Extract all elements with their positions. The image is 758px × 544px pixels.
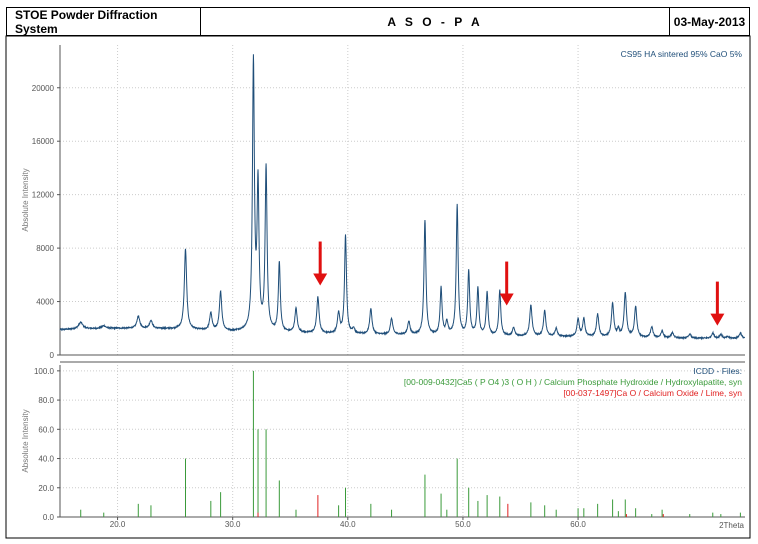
x-axis-label: 2Theta xyxy=(719,521,744,530)
plot-frame xyxy=(5,35,751,539)
bottom-y-ticks: 0.0 20.0 40.0 60.0 80.0 100.0 xyxy=(34,367,60,522)
top-y-tick-label: 8000 xyxy=(36,244,54,253)
top-y-tick-label: 20000 xyxy=(32,84,55,93)
bottom-y-tick-label: 40.0 xyxy=(38,455,54,464)
icdd-legend-hydroxylapatite: [00-009-0432]Ca5 ( P O4 )3 ( O H ) / Cal… xyxy=(404,377,742,387)
x-tick-label: 20.0 xyxy=(110,520,126,529)
top-ylabel: Absolute Intensity xyxy=(21,168,30,231)
x-tick-label: 30.0 xyxy=(225,520,241,529)
top-y-tick-label: 12000 xyxy=(32,191,55,200)
system-name: STOE Powder Diffraction System xyxy=(6,7,201,36)
top-y-tick-label: 0 xyxy=(50,351,55,360)
top-y-tick-label: 4000 xyxy=(36,298,54,307)
bottom-y-tick-label: 80.0 xyxy=(38,396,54,405)
bottom-y-tick-label: 20.0 xyxy=(38,484,54,493)
bottom-y-tick-label: 60.0 xyxy=(38,425,54,434)
sample-legend: CS95 HA sintered 95% CaO 5% xyxy=(621,49,743,59)
x-tick-label: 50.0 xyxy=(455,520,471,529)
bottom-y-tick-label: 0.0 xyxy=(43,513,55,522)
bottom-ylabel: Absolute Intensity xyxy=(21,409,30,472)
icdd-legend-title: ICDD - Files: xyxy=(693,366,742,376)
bottom-y-tick-label: 100.0 xyxy=(34,367,55,376)
arrow-markers xyxy=(313,241,725,326)
arrow-head xyxy=(710,313,725,326)
top-y-tick-label: 16000 xyxy=(32,137,55,146)
bottom-plot-grid xyxy=(60,365,745,518)
arrow-head xyxy=(313,273,328,286)
reference-sticks xyxy=(80,370,741,517)
x-ticks: 20.0 30.0 40.0 50.0 60.0 xyxy=(110,517,586,529)
diffraction-trace xyxy=(59,54,746,341)
x-tick-label: 60.0 xyxy=(570,520,586,529)
icdd-legend-lime: [00-037-1497]Ca O / Calcium Oxide / Lime… xyxy=(563,388,742,398)
top-y-ticks: 0 4000 8000 12000 16000 20000 xyxy=(32,84,60,360)
x-tick-label: 40.0 xyxy=(340,520,356,529)
arrow-head xyxy=(499,293,514,306)
top-plot-grid xyxy=(60,45,745,356)
